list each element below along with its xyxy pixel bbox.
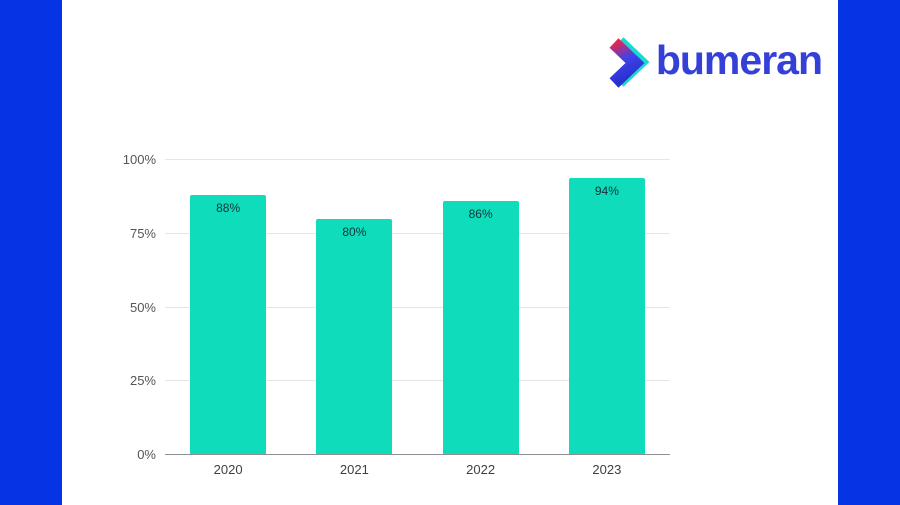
bumeran-wordmark: bumeran	[655, 36, 823, 83]
y-tick-label: 50%	[129, 299, 156, 315]
bar-2022: 86%	[442, 201, 519, 455]
bar-chart-plot-area: 88% 2020 80% 2021 86% 2022 94% 2023 0% 25% 50% 75%…	[123, 152, 670, 477]
bumeran-chevron-icon	[604, 34, 652, 90]
bumeran-logo: bumeran	[604, 34, 823, 90]
gridline	[165, 306, 670, 308]
x-tick-label: 2022	[466, 462, 496, 477]
y-tick-label: 75%	[129, 225, 156, 241]
bar-value-label: 86%	[468, 207, 493, 222]
y-tick-label: 25%	[129, 373, 156, 389]
left-border	[0, 0, 62, 505]
bar-2023: 94%	[568, 177, 645, 455]
bar-value-label: 88%	[216, 201, 241, 216]
gridline	[165, 232, 670, 234]
bar-value-label: 80%	[342, 225, 367, 239]
gridline	[165, 159, 670, 160]
bar-band: 86% 2022	[418, 160, 544, 477]
content-panel: bumeran 88% 2020 80% 2021 86% 2022 94% 2023 0% 2…	[62, 0, 838, 505]
gridline	[165, 380, 670, 382]
bar-band: 94% 2023	[544, 160, 670, 477]
y-tick-label: 100%	[122, 152, 156, 167]
x-tick-label: 2020	[213, 462, 243, 477]
y-tick-label: 0%	[137, 447, 156, 462]
bar-2020: 88%	[190, 195, 267, 455]
bars-row: 88% 2020 80% 2021 86% 2022 94% 2023	[165, 160, 670, 477]
bar-2021: 80%	[316, 219, 393, 455]
right-border	[838, 0, 900, 505]
bar-value-label: 94%	[594, 183, 619, 198]
x-tick-label: 2023	[592, 462, 622, 477]
x-tick-label: 2021	[339, 462, 369, 477]
bar-band: 88% 2020	[165, 160, 291, 477]
x-axis-line	[165, 454, 670, 455]
bar-band: 80% 2021	[291, 160, 417, 477]
